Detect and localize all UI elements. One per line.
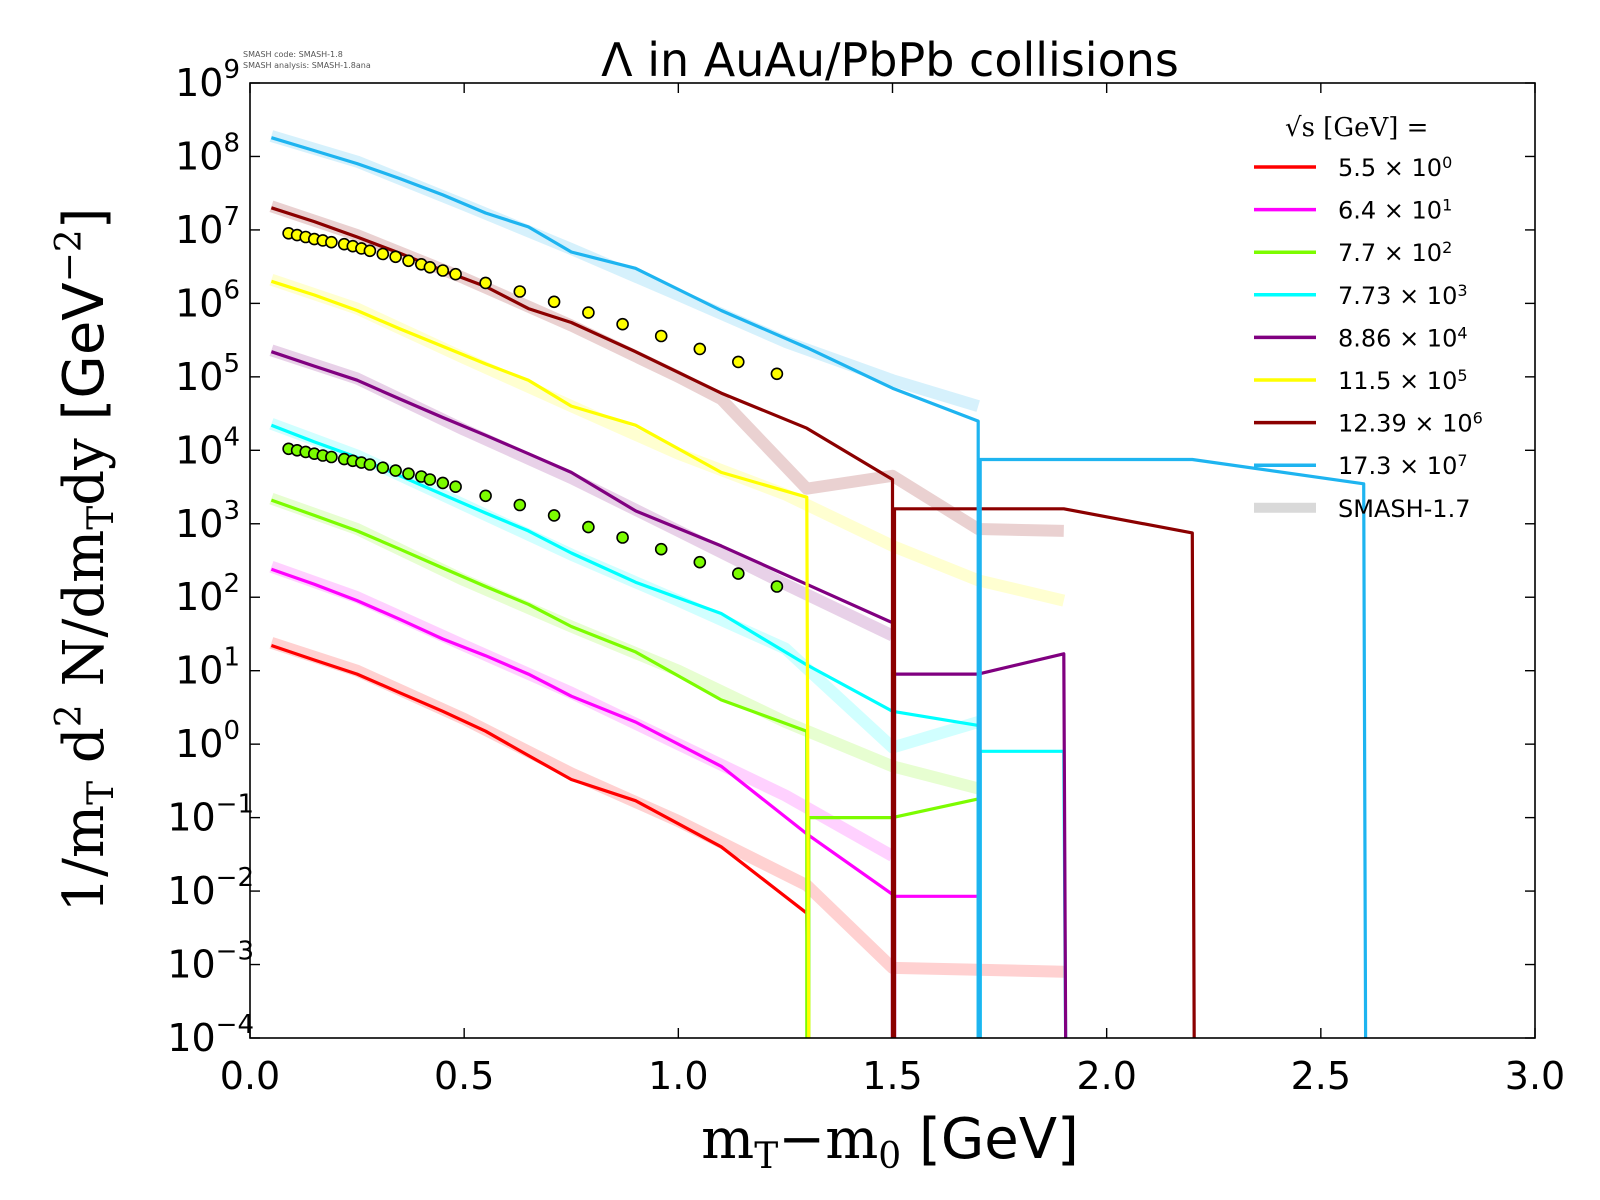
legend-title: √s [GeV] = <box>1285 113 1428 143</box>
data-point <box>436 476 450 490</box>
y-tick-label: 107 <box>175 202 240 252</box>
y-tick-label: 105 <box>175 349 240 399</box>
data-point <box>325 450 338 464</box>
data-point <box>389 250 402 264</box>
series-curve <box>270 498 982 1038</box>
data-point <box>376 247 390 261</box>
data-point <box>731 355 745 369</box>
x-tick-label: 1.5 <box>862 1054 922 1098</box>
data-point <box>693 342 707 356</box>
data-point <box>402 254 415 268</box>
reference-curve <box>269 274 1066 607</box>
data-point <box>582 520 595 534</box>
x-axis-label: mT−m0 [GeV] <box>701 1107 1079 1177</box>
data-point <box>770 367 784 381</box>
credit-line-1: SMASH code: SMASH-1.8 <box>243 50 343 59</box>
data-point <box>423 260 437 274</box>
data-point <box>325 235 338 249</box>
data-point <box>449 480 462 494</box>
data-point <box>449 267 462 281</box>
y-tick-label: 10−3 <box>167 937 254 987</box>
y-tick-label: 104 <box>175 422 240 472</box>
x-tick-label: 0.0 <box>220 1054 280 1098</box>
series-curve <box>270 643 811 1038</box>
legend-entry: 6.4 × 101 <box>1338 196 1452 225</box>
reference-curve <box>269 130 980 412</box>
reference-curve <box>269 344 896 642</box>
data-point <box>376 461 390 475</box>
y-tick-label: 109 <box>175 55 240 105</box>
legend-entry: 17.3 × 107 <box>1338 451 1468 480</box>
legend-entry: 8.86 × 104 <box>1338 323 1468 352</box>
data-point <box>770 580 784 593</box>
x-tick-labels: 0.0 0.5 1.0 1.5 2.0 2.5 3.0 <box>220 1054 1565 1098</box>
data-point <box>654 542 668 556</box>
svg-text:mT−m0 [GeV]: mT−m0 [GeV] <box>701 1107 1079 1177</box>
credit-line-2: SMASH analysis: SMASH-1.8ana <box>243 61 371 70</box>
y-tick-label: 102 <box>175 569 240 619</box>
data-point <box>731 567 745 580</box>
experimental-points <box>282 227 784 593</box>
legend-entry: 7.7 × 102 <box>1338 238 1452 267</box>
y-tick-label: 106 <box>175 275 240 325</box>
series-curve <box>270 136 1368 1038</box>
legend-entry: 7.73 × 103 <box>1338 281 1468 310</box>
x-tick-label: 1.0 <box>648 1054 708 1098</box>
y-tick-label: 10−4 <box>167 1010 254 1060</box>
data-point <box>547 509 561 522</box>
data-point <box>693 555 707 569</box>
data-point <box>479 489 492 503</box>
legend: √s [GeV] = 5.5 × 100 6.4 × 101 7.7 × 102 7.… <box>1254 113 1483 523</box>
legend-entry: 11.5 × 105 <box>1338 366 1468 395</box>
legend-entry: 5.5 × 100 <box>1338 153 1452 182</box>
data-point <box>513 285 527 298</box>
reference-curves <box>269 130 1066 978</box>
legend-entry-reference: SMASH-1.7 <box>1338 495 1470 523</box>
series-curve <box>270 350 1068 1038</box>
data-point <box>654 329 668 343</box>
plot-area <box>249 82 1536 1039</box>
data-point <box>479 276 492 290</box>
series-curve <box>270 206 1196 1038</box>
reference-curve <box>269 561 896 862</box>
data-point <box>616 317 629 331</box>
plot-frame <box>249 82 1536 1039</box>
x-tick-label: 2.5 <box>1291 1054 1351 1098</box>
y-axis-label: 1/mT d2 N/dmTdy [GeV−2] <box>49 207 122 912</box>
y-tick-label: 10−2 <box>167 863 254 913</box>
y-tick-labels: 109 108 107 106 105 104 103 102 101 100 10−1 10−2 10… <box>167 55 254 1060</box>
y-tick-label: 10−1 <box>167 790 254 840</box>
y-tick-label: 100 <box>175 716 240 766</box>
x-tick-label: 2.0 <box>1076 1054 1136 1098</box>
data-point <box>363 244 377 258</box>
x-tick-label: 0.5 <box>434 1054 494 1098</box>
data-point <box>436 264 450 277</box>
data-point <box>547 295 561 309</box>
data-point <box>363 458 377 471</box>
x-tick-label: 3.0 <box>1505 1054 1565 1098</box>
data-point <box>389 464 402 477</box>
y-tick-label: 108 <box>175 128 240 178</box>
data-point <box>423 473 437 486</box>
y-tick-label: 101 <box>175 643 240 693</box>
series-curve <box>270 279 811 1038</box>
chart-title: Λ in AuAu/PbPb collisions <box>601 33 1179 87</box>
data-point <box>616 531 629 544</box>
y-tick-label: 103 <box>175 496 240 546</box>
svg-text:1/mT d2 N/dmTdy [GeV−2]: 1/mT d2 N/dmTdy [GeV−2] <box>49 207 122 912</box>
reference-curve <box>269 637 1064 978</box>
legend-entry: 12.39 × 106 <box>1338 409 1483 438</box>
data-point <box>513 498 527 512</box>
data-point <box>402 467 415 481</box>
data-point <box>582 306 595 319</box>
